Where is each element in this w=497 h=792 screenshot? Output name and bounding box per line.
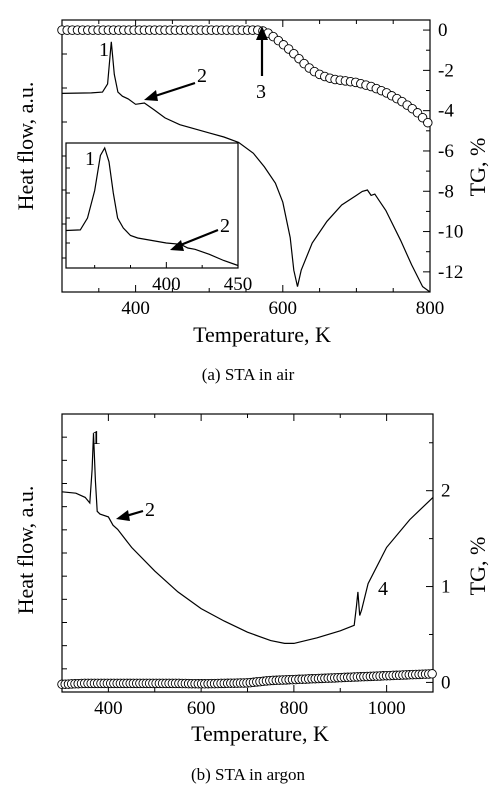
- panel-a-arrowhead-3: [256, 26, 268, 40]
- inset-heat-flow-line: [65, 146, 239, 267]
- panel-a-series: [57, 25, 433, 293]
- pa-right-tick-label: -8: [438, 181, 454, 202]
- panel-b-annotation-peak-4: 4: [378, 578, 388, 600]
- pb-x-tick-label: 600: [187, 698, 216, 719]
- panel-b-caption: (b) STA in argon: [191, 765, 306, 784]
- pa-x-tick-label: 400: [121, 298, 150, 319]
- pb-right-tick-label: 2: [441, 481, 451, 502]
- pa-right-tick-label: -6: [438, 141, 454, 162]
- pa-heat-flow-line: [61, 41, 431, 293]
- inset-arrowhead-2: [170, 240, 184, 251]
- panel-b-left-axis-label: Heat flow, a.u.: [13, 486, 38, 615]
- panel-a-right-axis-label: TG, %: [465, 138, 490, 197]
- inset-arrow-2: [177, 228, 219, 248]
- panel-b-sta-in-argon: 400 600 800 1000 0 1 2 1 2 4 Temperature, K H…: [13, 413, 490, 784]
- inset-left-ticks: [66, 167, 70, 244]
- pb-tg-point: [427, 669, 437, 679]
- pa-right-tick-label: -2: [438, 60, 454, 81]
- panel-b-left-ticks: [62, 436, 67, 670]
- pb-x-tick-label: 800: [280, 698, 309, 719]
- panel-b-x-axis-label: Temperature, K: [191, 721, 329, 746]
- pb-heat-flow-line: [61, 433, 434, 645]
- panel-a-sta-in-air: 400 600 800 0 -2 -4 -6 -8 -10 -12 400 450 1 2 3 1…: [13, 19, 490, 384]
- pa-right-tick-label: -12: [438, 262, 463, 283]
- pb-x-tick-label: 400: [94, 698, 123, 719]
- panel-a-annotation-peak-1: 1: [99, 39, 109, 61]
- panel-b-plot-frame: [61, 413, 434, 693]
- inset-annotation-2: 2: [220, 215, 230, 237]
- inset-x-tick-label: 400: [152, 274, 181, 295]
- panel-b-right-ticks: 0 1 2: [426, 442, 451, 693]
- pb-x-tick-label: 1000: [368, 698, 406, 719]
- panel-a-x-ticks: 400 600 800: [61, 20, 445, 319]
- panel-a-caption: (a) STA in air: [202, 365, 295, 384]
- inset-annotation-peak-1: 1: [85, 148, 95, 170]
- inset-series: [65, 146, 239, 267]
- pa-x-tick-label: 800: [416, 298, 445, 319]
- pb-right-tick-label: 0: [441, 672, 451, 693]
- panel-a-annotation-3: 3: [256, 81, 266, 103]
- pa-right-tick-label: -10: [438, 222, 463, 243]
- inset-x-tick-label: 450: [224, 274, 253, 295]
- panel-a-right-ticks: 0 -2 -4 -6 -8 -10 -12: [423, 20, 463, 293]
- inset-x-ticks: 400 450: [94, 262, 253, 295]
- panel-b-annotation-peak-1: 1: [91, 427, 101, 449]
- pb-right-tick-label: 1: [441, 577, 451, 598]
- inset-plot-frame: [65, 142, 239, 269]
- pa-x-tick-label: 600: [269, 298, 298, 319]
- pa-tg-point: [423, 117, 433, 128]
- panel-b-series: [57, 433, 437, 690]
- panel-a-x-axis-label: Temperature, K: [193, 322, 331, 347]
- panel-b-arrowhead-2: [116, 510, 130, 521]
- panel-a-arrow-2: [151, 81, 196, 99]
- panel-b-right-axis-label: TG, %: [465, 537, 490, 596]
- panel-a-left-axis-label: Heat flow, a.u.: [13, 82, 38, 211]
- panel-b-x-ticks: 400 600 800 1000: [61, 414, 434, 719]
- pa-right-tick-label: 0: [438, 20, 448, 41]
- panel-a-annotation-2: 2: [197, 65, 207, 87]
- panel-a-arrowhead-2: [144, 90, 158, 101]
- panel-b-annotation-2: 2: [145, 499, 155, 521]
- pa-right-tick-label: -4: [438, 101, 454, 122]
